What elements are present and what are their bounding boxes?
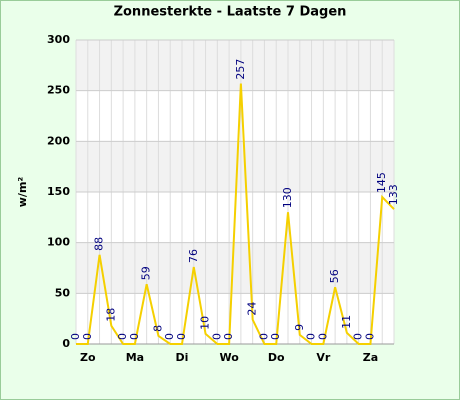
y-tick-label: 300 — [47, 33, 70, 46]
data-label: 9 — [293, 324, 306, 331]
data-label: 0 — [163, 333, 176, 340]
grid-band — [76, 40, 394, 91]
grid-band — [76, 141, 394, 192]
y-tick-label: 250 — [47, 84, 70, 97]
data-line — [76, 83, 395, 345]
data-label: 0 — [257, 333, 270, 340]
data-label: 145 — [375, 172, 388, 193]
x-tick-label: Vr — [316, 351, 331, 364]
data-label: 0 — [222, 333, 235, 340]
data-label: 0 — [210, 333, 223, 340]
chart-title: Zonnesterkte - Laatste 7 Dagen — [114, 5, 347, 20]
data-label: 59 — [140, 266, 153, 280]
y-axis-label: w/m² — [16, 177, 29, 208]
y-tick-label: 50 — [55, 286, 71, 299]
data-label: 0 — [175, 333, 188, 340]
data-label: 257 — [234, 59, 247, 80]
data-label: 18 — [104, 308, 117, 322]
data-label: 0 — [316, 333, 329, 340]
data-label: 133 — [387, 184, 400, 205]
data-label: 0 — [81, 333, 94, 340]
data-label: 24 — [246, 302, 259, 316]
y-tick-label: 200 — [47, 134, 70, 147]
data-label: 56 — [328, 269, 341, 283]
y-tick-label: 150 — [47, 185, 70, 198]
data-label: 10 — [199, 316, 212, 330]
data-label: 76 — [187, 249, 200, 263]
data-label: 0 — [269, 333, 282, 340]
data-label: 88 — [93, 237, 106, 251]
data-label: 0 — [363, 333, 376, 340]
grid-band — [76, 242, 394, 294]
data-label: 0 — [116, 333, 129, 340]
x-tick-label: Do — [268, 351, 285, 364]
x-tick-label: Zo — [80, 351, 96, 364]
x-tick-label: Ma — [126, 351, 144, 364]
y-tick-label: 100 — [47, 236, 70, 249]
data-label: 0 — [352, 333, 365, 340]
x-tick-label: Di — [176, 351, 189, 364]
data-label: 130 — [281, 187, 294, 208]
data-label: 8 — [151, 325, 164, 332]
data-label: 0 — [69, 333, 82, 340]
data-label: 0 — [305, 333, 318, 340]
data-label: 0 — [128, 333, 141, 340]
y-tick-label: 0 — [62, 337, 70, 350]
data-label: 11 — [340, 315, 353, 329]
x-tick-label: Wo — [219, 351, 239, 364]
x-tick-label: Za — [363, 351, 378, 364]
